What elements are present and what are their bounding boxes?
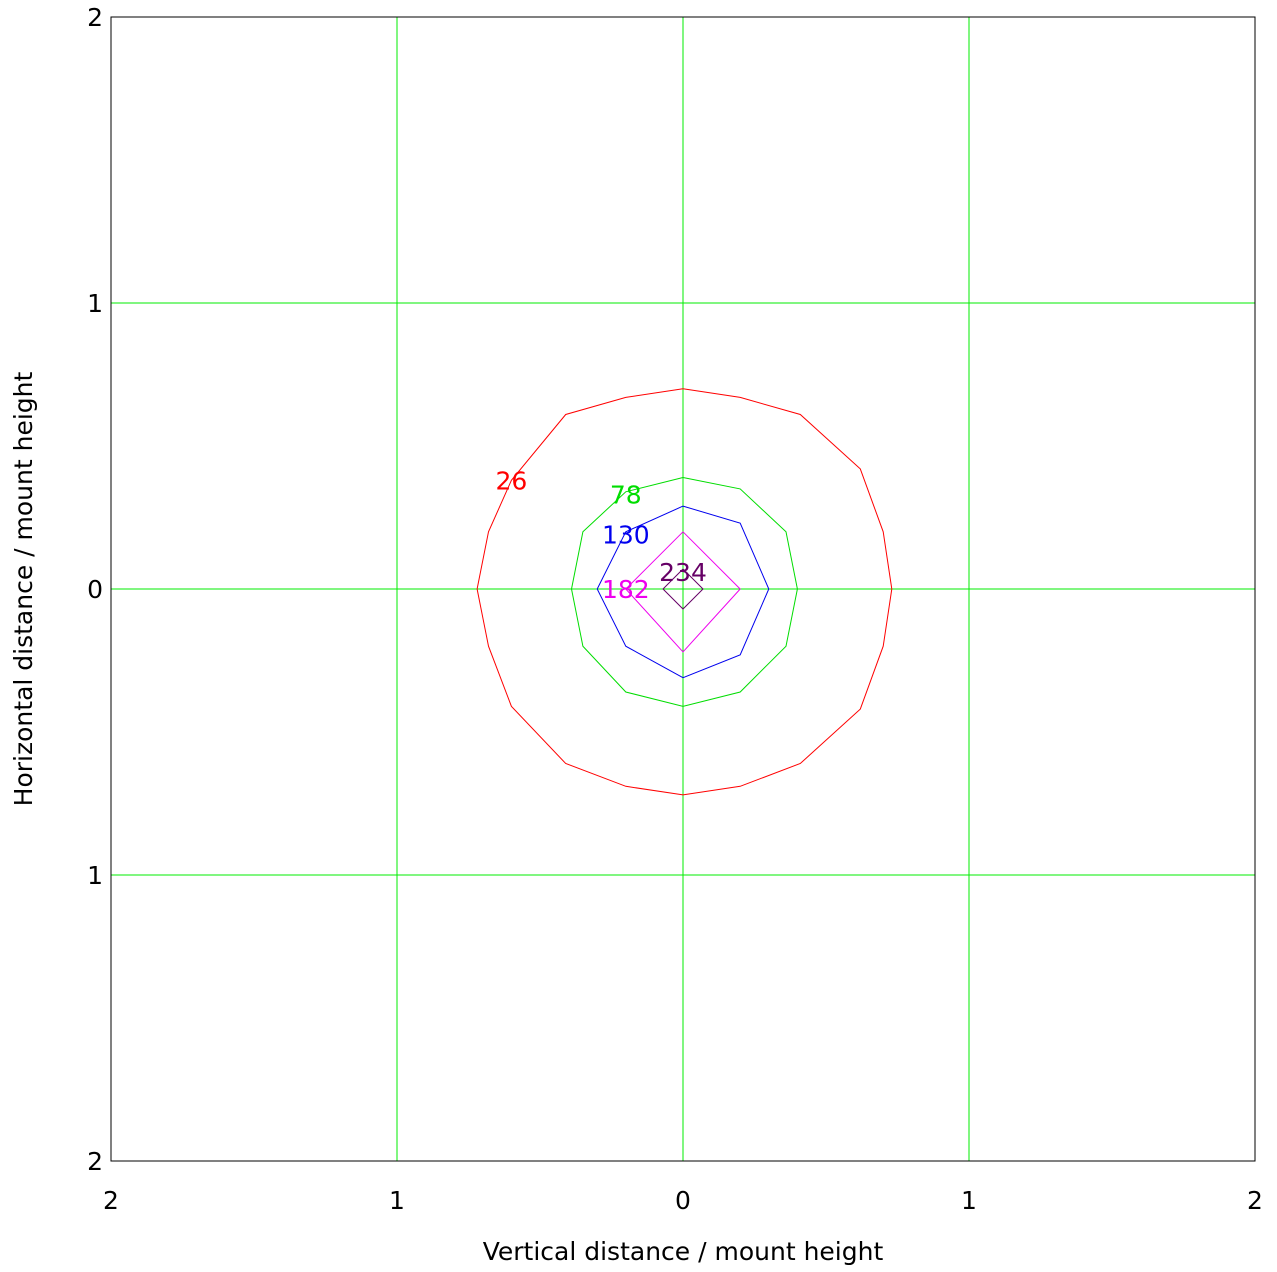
x-tick-labels: 2 1 0 1 2	[103, 1186, 1263, 1215]
x-tick-label: 2	[1247, 1186, 1263, 1215]
contour-lines	[476, 388, 893, 796]
x-axis-title: Vertical distance / mount height	[483, 1237, 884, 1266]
y-tick-label: 2	[87, 3, 103, 32]
contour-label-130: 130	[602, 521, 650, 550]
grid	[111, 17, 1255, 1161]
x-tick-label: 2	[103, 1186, 119, 1215]
contour-line-234	[662, 568, 704, 610]
y-tick-label: 1	[87, 861, 103, 890]
contour-labels: 26 78 130 182 234	[495, 466, 706, 604]
x-tick-label: 1	[961, 1186, 977, 1215]
contour-line-130	[596, 505, 770, 679]
plot-frame	[110, 16, 1256, 1162]
y-tick-label: 0	[87, 575, 103, 604]
contour-label-26: 26	[495, 466, 527, 495]
x-tick-label: 1	[389, 1186, 405, 1215]
contour-line-26	[476, 388, 893, 796]
contour-label-234: 234	[659, 558, 707, 587]
y-axis-title: Horizontal distance / mount height	[9, 371, 38, 806]
y-tick-label: 1	[87, 289, 103, 318]
y-tick-label: 2	[87, 1147, 103, 1176]
x-tick-label: 0	[675, 1186, 691, 1215]
contour-label-78: 78	[610, 481, 642, 510]
contour-label-182: 182	[602, 575, 650, 604]
y-tick-labels: 2 1 0 1 2	[87, 3, 103, 1176]
contour-line-182	[625, 531, 741, 653]
contour-line-78	[570, 477, 798, 707]
